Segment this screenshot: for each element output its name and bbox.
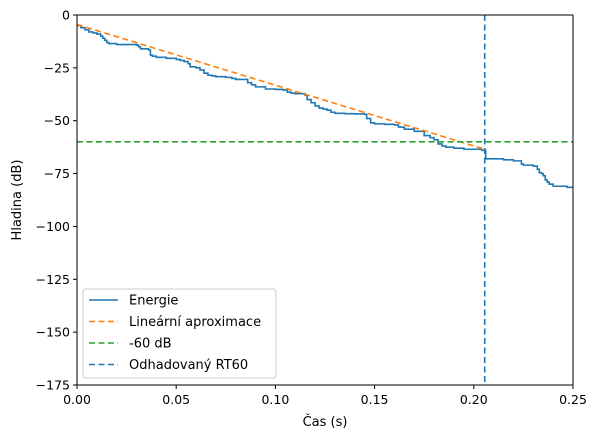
series-line-2 xyxy=(77,23,485,151)
y-tick-label: −175 xyxy=(36,378,70,393)
y-tick-label: 0 xyxy=(62,8,70,23)
x-tick-label: 0.00 xyxy=(63,392,91,407)
y-tick-label: −125 xyxy=(36,272,70,287)
y-tick-label: −75 xyxy=(44,166,70,181)
legend-label: -60 dB xyxy=(129,337,172,352)
y-tick-label: −50 xyxy=(44,113,70,128)
legend-label: Energie xyxy=(129,294,178,309)
legend: Energie Lineární aproximace -60 dB Odhadova… xyxy=(82,288,277,379)
axes-frame xyxy=(76,14,574,386)
x-tick-label: 0.05 xyxy=(162,392,190,407)
x-axis-ticks: 0.00 0.05 0.10 0.15 0.20 0.25 xyxy=(63,385,587,407)
x-tick-label: 0.20 xyxy=(460,392,488,407)
x-axis-label: Čas (s) xyxy=(303,414,348,430)
x-tick-label: 0.15 xyxy=(361,392,389,407)
axes xyxy=(76,14,574,386)
series-line-1 xyxy=(77,24,573,189)
y-tick-label: −100 xyxy=(36,219,70,234)
y-tick-label: −150 xyxy=(36,325,70,340)
legend-label: Odhadovaný RT60 xyxy=(129,358,248,373)
y-axis-label: Hladina (dB) xyxy=(10,160,25,241)
plot-area xyxy=(77,15,573,385)
y-axis-ticks: 0 −25 −50 −75 −100 −125 −150 −175 xyxy=(36,8,77,393)
legend-label: Lineární aproximace xyxy=(129,315,261,330)
x-tick-label: 0.10 xyxy=(261,392,289,407)
y-tick-label: −25 xyxy=(44,60,70,75)
legend-box xyxy=(82,288,277,379)
x-tick-label: 0.25 xyxy=(559,392,587,407)
